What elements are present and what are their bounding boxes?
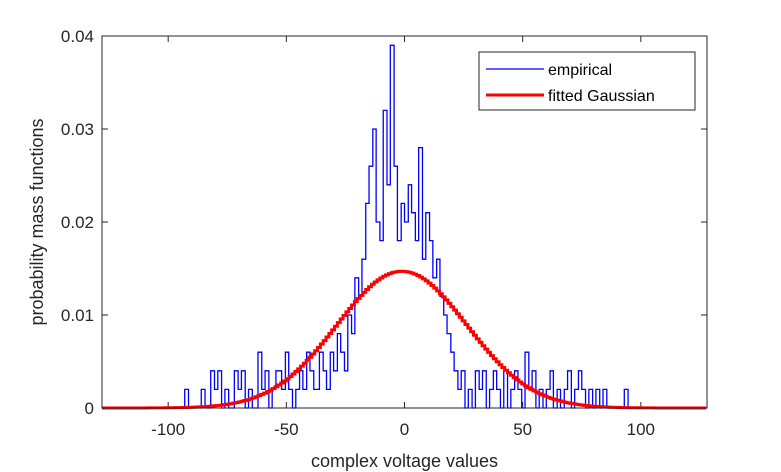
y-tick-label: 0.01 xyxy=(61,306,94,325)
x-axis-title: complex voltage values xyxy=(311,451,498,471)
x-tick-label: -100 xyxy=(151,420,185,439)
x-tick-label: 0 xyxy=(400,420,409,439)
x-tick-label: -50 xyxy=(274,420,299,439)
legend: empirical fitted Gaussian xyxy=(478,51,696,111)
series-empirical-line xyxy=(102,44,707,409)
y-tick-label: 0.03 xyxy=(61,120,94,139)
y-axis-title: probability mass functions xyxy=(27,118,47,325)
legend-box xyxy=(478,51,696,111)
x-tick-label: 50 xyxy=(513,420,532,439)
series-fitted-gaussian-line xyxy=(102,269,707,410)
x-tick-label: 100 xyxy=(627,420,655,439)
legend-label-fitted-gaussian: fitted Gaussian xyxy=(548,88,655,105)
y-tick-label: 0 xyxy=(85,399,94,418)
y-tick-label: 0.02 xyxy=(61,213,94,232)
plot-frame xyxy=(101,35,708,409)
legend-label-empirical: empirical xyxy=(548,62,612,79)
x-tick-group: -100 -50 0 50 100 xyxy=(151,36,655,439)
y-tick-label: 0.04 xyxy=(61,27,94,46)
y-tick-group: 0 0.01 0.02 0.03 0.04 xyxy=(61,27,707,418)
